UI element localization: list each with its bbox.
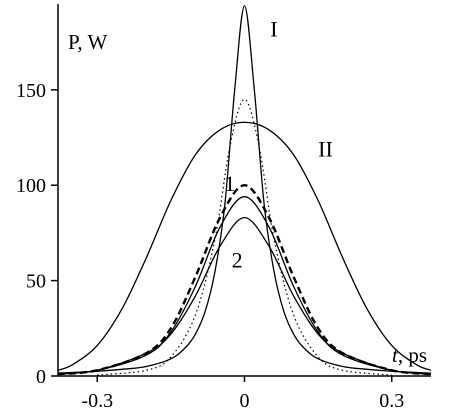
x-axis-label: t, ps xyxy=(392,343,427,367)
series-line-1 xyxy=(57,184,432,376)
y-tick-label: 50 xyxy=(26,271,46,293)
x-tick-label: -0.3 xyxy=(81,390,113,412)
x-tick-label: 0.3 xyxy=(379,390,404,412)
series-line-4 xyxy=(57,196,432,375)
series-line-i xyxy=(57,5,432,374)
series-line-2 xyxy=(57,217,432,375)
y-tick-label: 150 xyxy=(16,80,46,102)
y-tick-label: 0 xyxy=(36,366,46,388)
curve-label-ii: II xyxy=(318,137,333,162)
curve-label-2: 2 xyxy=(232,247,243,272)
series-line-ii xyxy=(57,121,432,371)
y-tick-label: 100 xyxy=(16,175,46,197)
curve-label-i: I xyxy=(270,16,277,41)
curve-label-1: 1 xyxy=(224,171,235,196)
y-axis-label: P, W xyxy=(68,30,107,54)
series-line-2 xyxy=(97,98,392,376)
x-tick-label: 0 xyxy=(240,390,250,412)
